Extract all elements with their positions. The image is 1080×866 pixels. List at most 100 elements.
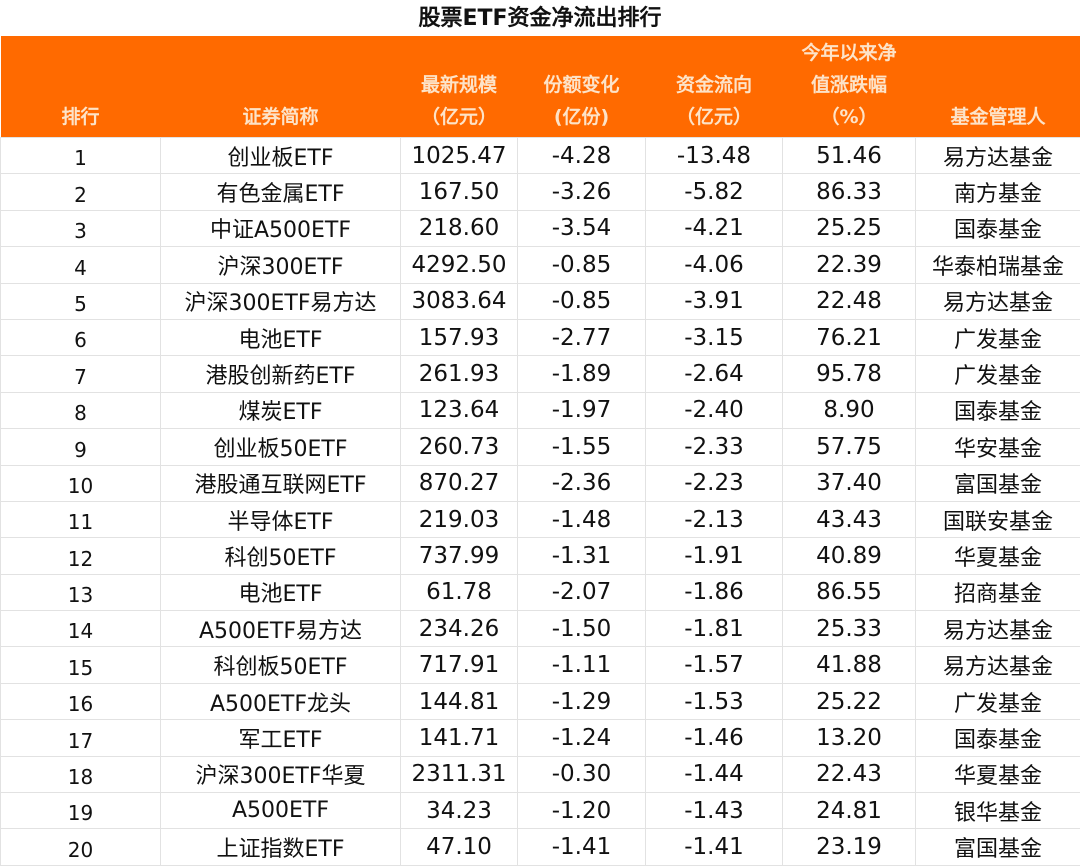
cell-fund-manager: 国泰基金 <box>916 392 1080 428</box>
cell-fund-manager: 国泰基金 <box>916 720 1080 756</box>
cell-ytd-return: 25.33 <box>783 611 916 647</box>
cell-rank: 10 <box>1 465 161 501</box>
cell-share-change: -3.26 <box>518 174 646 210</box>
cell-fund-manager: 南方基金 <box>916 174 1080 210</box>
cell-ytd-return: 25.22 <box>783 683 916 719</box>
header-ytd-return: 今年以来净值涨跌幅（%） <box>783 36 916 138</box>
header-share-change: 份额变化(亿份) <box>518 36 646 138</box>
cell-latest-scale: 737.99 <box>401 538 518 574</box>
cell-latest-scale: 2311.31 <box>401 756 518 792</box>
cell-share-change: -1.11 <box>518 647 646 683</box>
cell-fund-manager: 易方达基金 <box>916 647 1080 683</box>
cell-latest-scale: 234.26 <box>401 611 518 647</box>
cell-fund-manager: 银华基金 <box>916 793 1080 829</box>
cell-ytd-return: 95.78 <box>783 356 916 392</box>
cell-ytd-return: 24.81 <box>783 793 916 829</box>
cell-latest-scale: 157.93 <box>401 319 518 355</box>
cell-security-name: 有色金属ETF <box>161 174 401 210</box>
header-latest-scale: 最新规模（亿元） <box>401 36 518 138</box>
cell-rank: 4 <box>1 247 161 283</box>
cell-fund-manager: 富国基金 <box>916 829 1080 865</box>
cell-security-name: 港股创新药ETF <box>161 356 401 392</box>
cell-rank: 8 <box>1 392 161 428</box>
header-security-name: 证券简称 <box>161 36 401 138</box>
cell-share-change: -1.20 <box>518 793 646 829</box>
cell-fund-flow: -1.44 <box>646 756 783 792</box>
cell-fund-manager: 华夏基金 <box>916 756 1080 792</box>
cell-share-change: -3.54 <box>518 210 646 246</box>
cell-security-name: A500ETF龙头 <box>161 683 401 719</box>
cell-share-change: -4.28 <box>518 138 646 174</box>
cell-fund-manager: 易方达基金 <box>916 283 1080 319</box>
cell-rank: 18 <box>1 756 161 792</box>
cell-ytd-return: 23.19 <box>783 829 916 865</box>
cell-share-change: -1.31 <box>518 538 646 574</box>
cell-fund-flow: -2.13 <box>646 501 783 537</box>
cell-fund-flow: -1.53 <box>646 683 783 719</box>
header-line: 份额变化 <box>518 69 646 101</box>
cell-fund-flow: -5.82 <box>646 174 783 210</box>
cell-fund-flow: -1.86 <box>646 574 783 610</box>
cell-ytd-return: 43.43 <box>783 501 916 537</box>
cell-rank: 7 <box>1 356 161 392</box>
cell-rank: 14 <box>1 611 161 647</box>
cell-ytd-return: 8.90 <box>783 392 916 428</box>
cell-ytd-return: 22.43 <box>783 756 916 792</box>
cell-rank: 20 <box>1 829 161 865</box>
cell-rank: 19 <box>1 793 161 829</box>
cell-ytd-return: 86.55 <box>783 574 916 610</box>
cell-share-change: -2.36 <box>518 465 646 501</box>
cell-fund-flow: -1.91 <box>646 538 783 574</box>
cell-security-name: A500ETF易方达 <box>161 611 401 647</box>
header-line: （亿元） <box>646 101 783 133</box>
cell-fund-manager: 广发基金 <box>916 356 1080 392</box>
cell-fund-flow: -1.46 <box>646 720 783 756</box>
cell-rank: 9 <box>1 429 161 465</box>
cell-share-change: -2.07 <box>518 574 646 610</box>
cell-fund-manager: 华泰柏瑞基金 <box>916 247 1080 283</box>
cell-ytd-return: 51.46 <box>783 138 916 174</box>
cell-fund-manager: 广发基金 <box>916 683 1080 719</box>
cell-latest-scale: 261.93 <box>401 356 518 392</box>
cell-share-change: -1.29 <box>518 683 646 719</box>
cell-ytd-return: 41.88 <box>783 647 916 683</box>
cell-security-name: 创业板50ETF <box>161 429 401 465</box>
cell-latest-scale: 144.81 <box>401 683 518 719</box>
cell-security-name: 煤炭ETF <box>161 392 401 428</box>
cell-fund-manager: 国联安基金 <box>916 501 1080 537</box>
cell-rank: 17 <box>1 720 161 756</box>
cell-security-name: 军工ETF <box>161 720 401 756</box>
cell-ytd-return: 22.39 <box>783 247 916 283</box>
cell-fund-flow: -4.06 <box>646 247 783 283</box>
cell-share-change: -0.85 <box>518 247 646 283</box>
cell-security-name: 沪深300ETF华夏 <box>161 756 401 792</box>
cell-security-name: 电池ETF <box>161 319 401 355</box>
cell-fund-flow: -1.57 <box>646 647 783 683</box>
cell-ytd-return: 25.25 <box>783 210 916 246</box>
cell-fund-manager: 华安基金 <box>916 429 1080 465</box>
cell-fund-manager: 易方达基金 <box>916 138 1080 174</box>
cell-ytd-return: 13.20 <box>783 720 916 756</box>
cell-share-change: -1.48 <box>518 501 646 537</box>
cell-share-change: -1.24 <box>518 720 646 756</box>
cell-fund-flow: -2.64 <box>646 356 783 392</box>
cell-fund-flow: -1.43 <box>646 793 783 829</box>
cell-security-name: 港股通互联网ETF <box>161 465 401 501</box>
cell-security-name: 中证A500ETF <box>161 210 401 246</box>
header-line: 证券简称 <box>161 101 401 133</box>
cell-latest-scale: 141.71 <box>401 720 518 756</box>
cell-latest-scale: 1025.47 <box>401 138 518 174</box>
cell-rank: 15 <box>1 647 161 683</box>
cell-rank: 3 <box>1 210 161 246</box>
cell-share-change: -1.50 <box>518 611 646 647</box>
header-line: 排行 <box>1 101 161 133</box>
cell-rank: 1 <box>1 138 161 174</box>
